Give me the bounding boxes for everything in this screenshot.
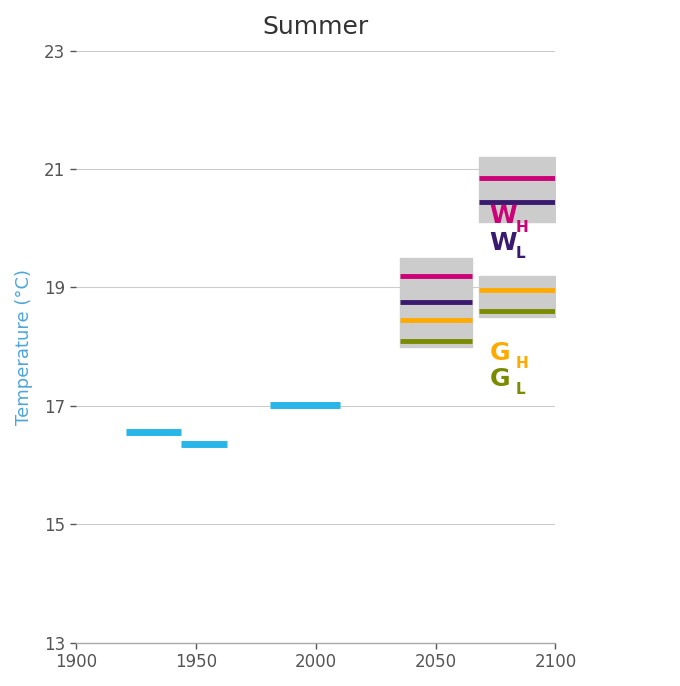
Text: L: L (515, 382, 525, 397)
Text: W: W (490, 231, 517, 255)
Text: H: H (515, 356, 528, 370)
Text: H: H (515, 220, 528, 235)
Y-axis label: Temperature (°C): Temperature (°C) (15, 269, 33, 425)
Text: W: W (490, 204, 517, 228)
Text: G: G (490, 340, 510, 364)
Title: Summer: Summer (262, 15, 369, 39)
Text: G: G (490, 367, 510, 391)
Text: L: L (515, 246, 525, 261)
